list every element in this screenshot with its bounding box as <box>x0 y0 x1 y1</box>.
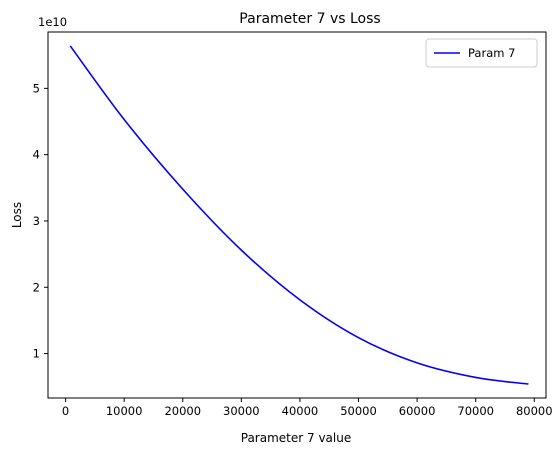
legend: Param 7 <box>425 38 538 68</box>
y-tick-label: 4 <box>33 148 40 162</box>
x-tick-label: 0 <box>62 404 69 418</box>
chart-title: Parameter 7 vs Loss <box>239 11 380 27</box>
x-axis-label: Parameter 7 value <box>241 431 351 445</box>
y-axis-offset-label: 1e10 <box>38 15 67 29</box>
plot-area <box>47 31 547 399</box>
legend-label: Param 7 <box>468 46 515 60</box>
y-axis-label: Loss <box>10 202 24 228</box>
x-tick-label: 70000 <box>457 404 494 418</box>
x-tick-label: 10000 <box>106 404 143 418</box>
x-tick-label: 60000 <box>399 404 436 418</box>
x-tick-label: 50000 <box>340 404 377 418</box>
x-tick-label: 20000 <box>164 404 201 418</box>
y-tick-label: 3 <box>33 214 40 228</box>
y-tick-label: 2 <box>33 280 40 294</box>
x-tick-label: 40000 <box>282 404 319 418</box>
y-tick-label: 5 <box>33 81 40 95</box>
series-layer <box>69 45 529 385</box>
x-tick-label: 30000 <box>223 404 260 418</box>
y-tick-label: 1 <box>33 347 40 361</box>
legend-box <box>425 38 538 68</box>
x-tick-label: 80000 <box>516 404 553 418</box>
y-axis-ticks: 1 2 3 4 5 <box>33 81 48 361</box>
x-axis-ticks: 0 10000 20000 30000 40000 50000 60000 70000 8000… <box>62 398 553 418</box>
series-line-param-7 <box>69 45 529 385</box>
